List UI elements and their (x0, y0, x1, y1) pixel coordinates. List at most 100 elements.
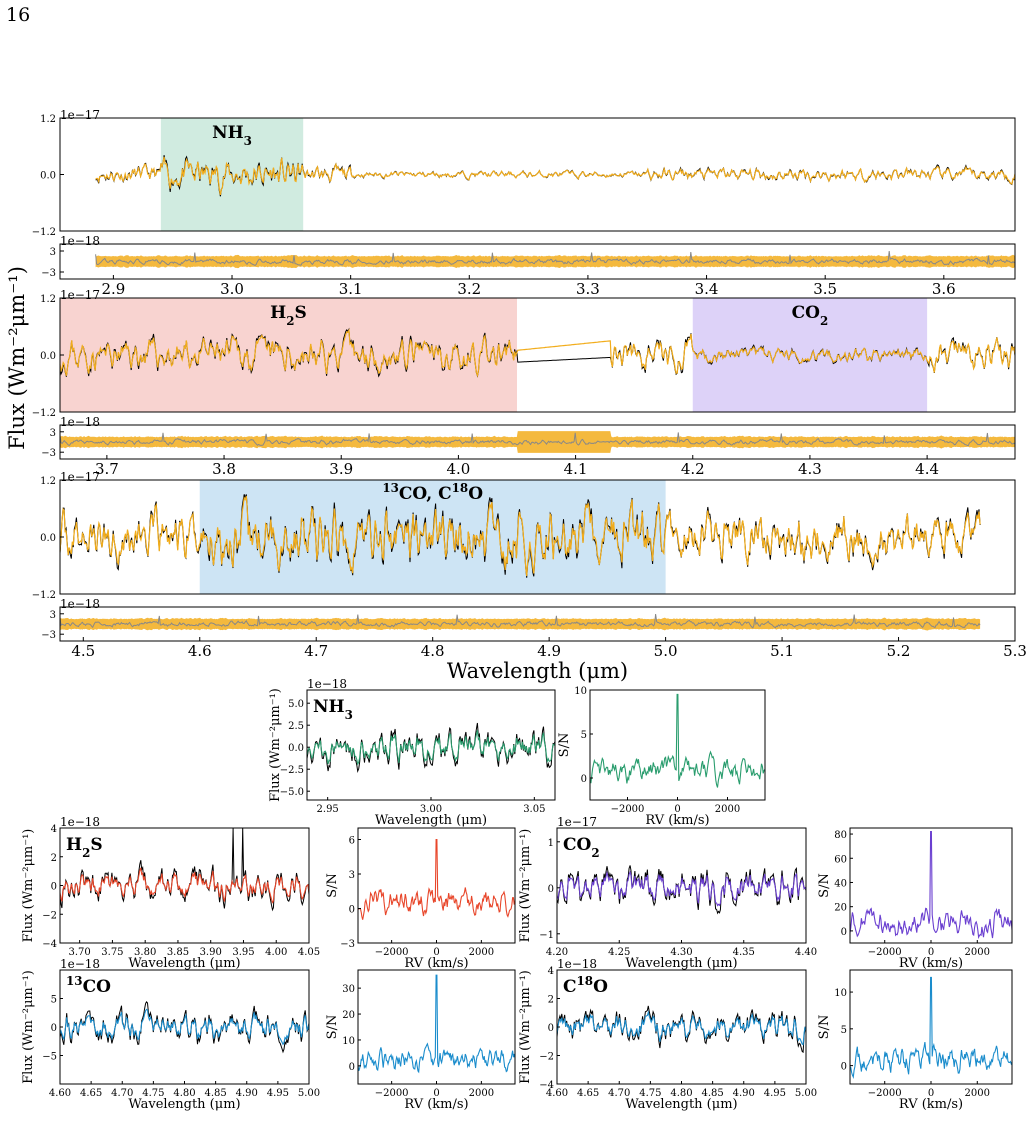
tick-label: 4.00 (265, 947, 287, 958)
tick-label: −1.2 (32, 227, 56, 238)
tick-label: −2000 (611, 804, 645, 815)
tick-label: −3 (340, 939, 355, 950)
tick-label: 4.90 (733, 1088, 755, 1099)
tick-label: 3.6 (932, 280, 956, 298)
residual-axes (59, 243, 1016, 280)
x-axis-label: Wavelength (μm) (128, 956, 240, 971)
tick-label: −2000 (375, 1088, 409, 1099)
tick-label: 4.95 (267, 1088, 289, 1099)
residual-axes (59, 424, 1016, 460)
tick-label: 2000 (965, 1088, 990, 1099)
tick-label: −3 (41, 630, 56, 641)
y-axis-label: S/N (557, 733, 572, 758)
tick-label: 3.9 (329, 460, 353, 478)
y-axis-label: Flux (Wm⁻²μm⁻¹) (21, 970, 36, 1084)
x-axis-label: RV (km/s) (404, 956, 468, 971)
tick-label: 2000 (469, 1088, 494, 1099)
ccf-line (849, 976, 1013, 1079)
species-label: 13CO (66, 974, 111, 997)
tick-label: 4.85 (204, 1088, 226, 1099)
y-axis-label: S/N (817, 873, 832, 898)
tick-label: 3.0 (220, 280, 244, 298)
exponent-label: 1e−17 (60, 470, 100, 484)
tick-label: −4 (539, 1080, 554, 1091)
tick-label: 5.00 (298, 1088, 320, 1099)
tick-label: −2000 (868, 1088, 902, 1099)
model-spectrum (59, 496, 981, 577)
tick-label: 4.70 (111, 1088, 133, 1099)
exponent-label: 1e−17 (60, 108, 100, 122)
uncertainty-band (60, 431, 1015, 453)
tick-label: 4 (548, 966, 554, 977)
tick-label: 2000 (469, 947, 494, 958)
tick-label: 3.70 (69, 947, 91, 958)
tick-label: 5 (581, 730, 587, 741)
tick-label: −3 (41, 448, 56, 459)
tick-label: 0 (548, 884, 554, 895)
tick-label: 2.9 (101, 280, 125, 298)
model-spectrum (95, 156, 1016, 196)
exponent-label: 1e−18 (557, 957, 597, 971)
tick-label: 0 (433, 1088, 439, 1099)
model-spectrum (556, 1010, 807, 1046)
tick-label: 4.3 (798, 460, 822, 478)
y-axis-label: Flux (Wm⁻²μm⁻¹) (268, 688, 283, 802)
tick-label: 2000 (715, 804, 740, 815)
tick-label: 4.0 (446, 460, 470, 478)
tick-label: −3 (41, 268, 56, 279)
data-spectrum (306, 722, 556, 774)
tick-label: 1.2 (40, 114, 56, 125)
tick-label: 0 (841, 1062, 847, 1073)
data-spectrum (59, 1001, 310, 1054)
tick-label: 3.75 (101, 947, 123, 958)
tick-label: 3.4 (695, 280, 719, 298)
exponent-label: 1e−18 (60, 415, 100, 429)
tick-label: 3.00 (420, 804, 442, 815)
tick-label: 1 (548, 838, 554, 849)
tick-label: 3 (50, 428, 56, 439)
tick-label: 5.00 (795, 1088, 817, 1099)
x-axis-label: RV (km/s) (899, 956, 963, 971)
tick-label: 10 (834, 988, 847, 999)
tick-label: 4 (51, 824, 57, 835)
tick-label: 1.2 (40, 294, 56, 305)
tick-label: 0 (674, 804, 680, 815)
exponent-label: 1e−17 (557, 815, 597, 829)
tick-label: 3.2 (457, 280, 481, 298)
tick-label: −1.2 (32, 590, 56, 601)
tick-label: −4 (42, 939, 57, 950)
x-axis-label: RV (km/s) (899, 1097, 963, 1112)
tick-label: 5.0 (654, 642, 678, 660)
tick-label: 0 (841, 927, 847, 938)
residual-axes (59, 606, 1016, 642)
tick-label: 4.60 (546, 1088, 568, 1099)
tick-label: 4.40 (795, 947, 817, 958)
y-axis-label: Flux (Wm⁻²μm⁻¹) (21, 829, 36, 943)
tick-label: 3 (50, 610, 56, 621)
x-axis-label: Wavelength (μm) (375, 813, 487, 828)
y-axis-label: Flux (Wm⁻²μm⁻¹) (518, 829, 533, 943)
tick-label: 1.2 (40, 476, 56, 487)
region-label: CO2 (792, 303, 829, 328)
tick-label: 4.5 (71, 642, 95, 660)
tick-label: 4.65 (577, 1088, 599, 1099)
tick-label: 3.05 (523, 804, 545, 815)
ccf-line (849, 831, 1013, 940)
tick-label: 30 (342, 984, 355, 995)
model-spectrum (306, 730, 556, 766)
tick-label: −1.2 (32, 408, 56, 419)
tick-label: 0 (51, 1023, 57, 1034)
exponent-label: 1e−17 (60, 288, 100, 302)
tick-label: 3.95 (232, 947, 254, 958)
tick-label: 60 (834, 854, 847, 865)
tick-label: 40 (834, 878, 847, 889)
tick-label: 3.85 (167, 947, 189, 958)
tick-label: 4.8 (421, 642, 445, 660)
tick-label: 4.4 (915, 460, 939, 478)
species-label: CO2 (563, 835, 600, 860)
tick-label: 0.0 (40, 533, 56, 544)
y-axis-label: S/N (325, 1015, 340, 1040)
tick-label: 4.6 (188, 642, 212, 660)
tick-label: −5.0 (280, 787, 304, 798)
